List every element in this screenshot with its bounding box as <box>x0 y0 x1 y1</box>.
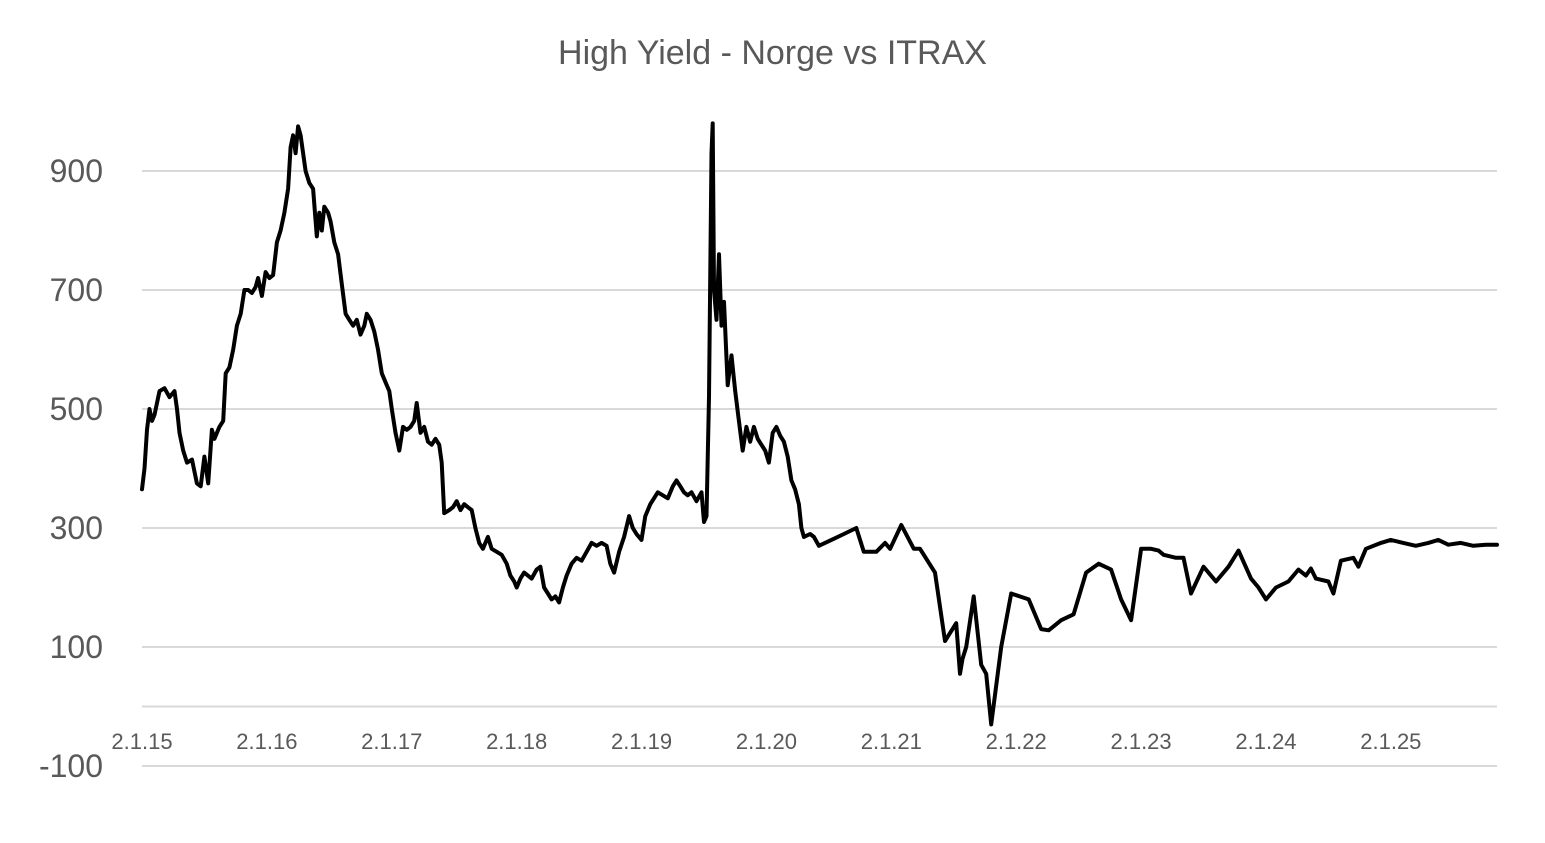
y-tick-label: -100 <box>39 748 103 784</box>
x-tick-label: 2.1.16 <box>236 729 297 754</box>
x-tick-label: 2.1.22 <box>986 729 1047 754</box>
y-tick-label: 300 <box>50 510 103 546</box>
y-tick-label: 100 <box>50 629 103 665</box>
y-tick-label: 700 <box>50 272 103 308</box>
x-tick-label: 2.1.25 <box>1360 729 1421 754</box>
chart-title: High Yield - Norge vs ITRAX <box>558 34 987 72</box>
y-tick-label: 900 <box>50 153 103 189</box>
x-tick-label: 2.1.19 <box>611 729 672 754</box>
y-tick-label: 500 <box>50 391 103 427</box>
x-tick-label: 2.1.21 <box>861 729 922 754</box>
x-tick-label: 2.1.17 <box>361 729 422 754</box>
x-tick-label: 2.1.20 <box>736 729 797 754</box>
x-tick-label: 2.1.24 <box>1235 729 1296 754</box>
x-tick-label: 2.1.23 <box>1110 729 1171 754</box>
x-tick-label: 2.1.15 <box>111 729 172 754</box>
series-line <box>140 121 1499 727</box>
x-tick-label: 2.1.18 <box>486 729 547 754</box>
